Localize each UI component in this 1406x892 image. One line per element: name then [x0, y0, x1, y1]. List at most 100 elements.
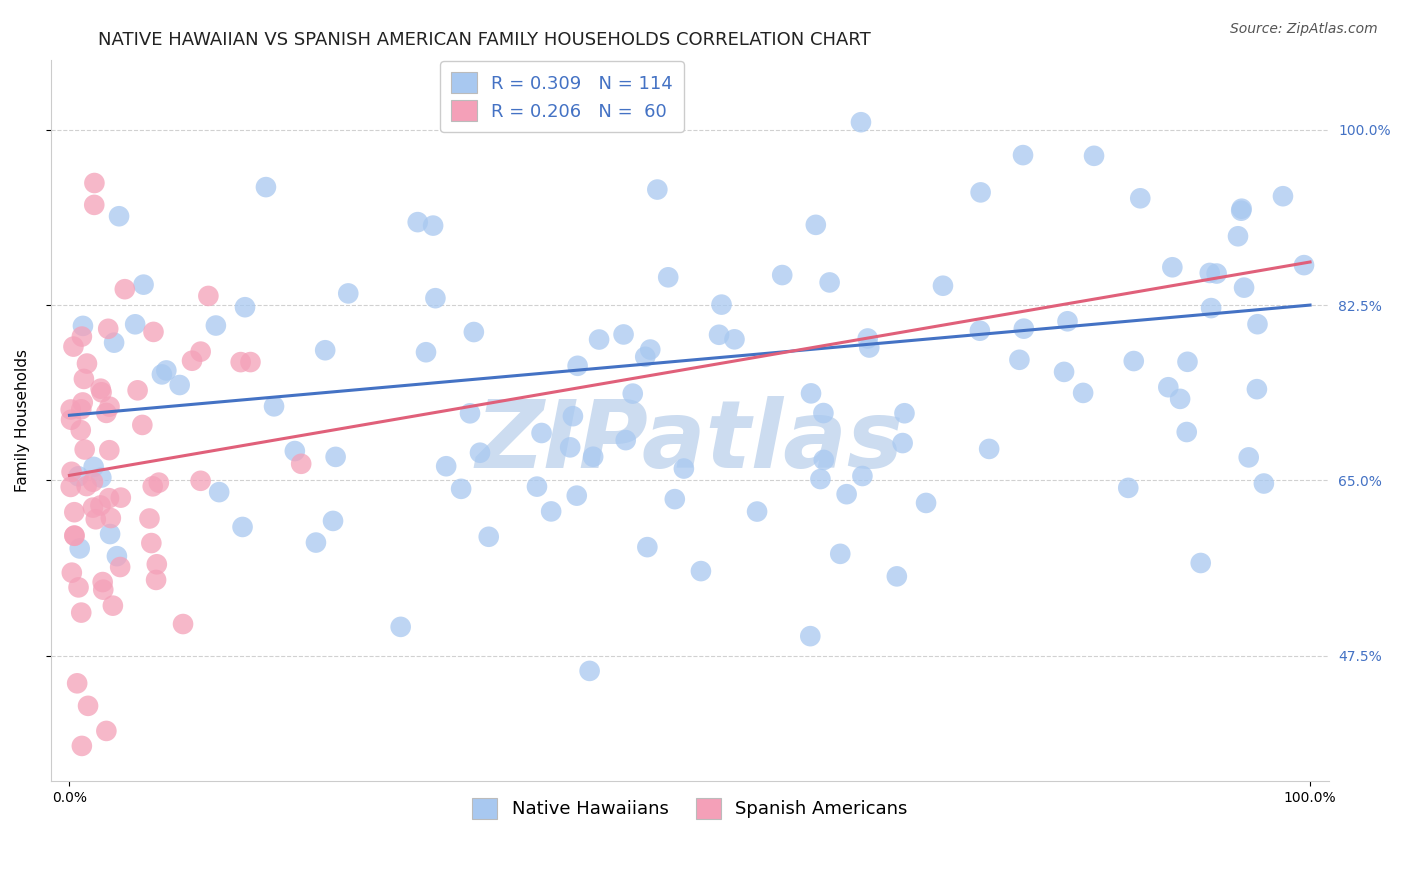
Point	[582, 450, 605, 464]
Point	[690, 564, 713, 578]
Point	[447, 103, 470, 117]
Point	[73, 372, 96, 386]
Point	[657, 270, 679, 285]
Point	[450, 482, 472, 496]
Point	[1008, 352, 1031, 367]
Point	[70, 606, 93, 620]
Point	[59, 402, 82, 417]
Point	[63, 529, 86, 543]
Point	[612, 327, 634, 342]
Point	[83, 176, 105, 190]
Point	[1083, 149, 1105, 163]
Point	[1056, 314, 1078, 328]
Point	[858, 341, 880, 355]
Point	[124, 318, 146, 332]
Point	[76, 479, 98, 493]
Point	[1168, 392, 1191, 406]
Point	[468, 446, 491, 460]
Point	[132, 277, 155, 292]
Point	[98, 443, 121, 458]
Point	[254, 180, 277, 194]
Point	[1205, 267, 1227, 281]
Point	[526, 480, 548, 494]
Point	[636, 540, 658, 554]
Point	[856, 331, 879, 345]
Point	[114, 282, 136, 296]
Point	[101, 599, 124, 613]
Point	[634, 350, 657, 364]
Point	[1071, 385, 1094, 400]
Point	[540, 504, 562, 518]
Point	[62, 340, 84, 354]
Point	[1189, 556, 1212, 570]
Point	[560, 441, 582, 455]
Legend: Native Hawaiians, Spanish Americans: Native Hawaiians, Spanish Americans	[464, 791, 915, 826]
Point	[415, 345, 437, 359]
Point	[91, 582, 114, 597]
Point	[142, 479, 165, 493]
Point	[1246, 382, 1268, 396]
Text: NATIVE HAWAIIAN VS SPANISH AMERICAN FAMILY HOUSEHOLDS CORRELATION CHART: NATIVE HAWAIIAN VS SPANISH AMERICAN FAMI…	[98, 31, 872, 49]
Point	[66, 676, 89, 690]
Point	[197, 289, 219, 303]
Point	[1177, 355, 1199, 369]
Point	[205, 318, 228, 333]
Point	[638, 343, 661, 357]
Point	[60, 566, 83, 580]
Point	[90, 382, 112, 396]
Point	[1233, 280, 1256, 294]
Point	[108, 560, 131, 574]
Point	[707, 327, 730, 342]
Point	[314, 343, 336, 358]
Point	[142, 325, 165, 339]
Point	[100, 511, 122, 525]
Point	[181, 353, 204, 368]
Point	[239, 355, 262, 369]
Point	[76, 357, 98, 371]
Point	[98, 400, 121, 414]
Point	[835, 487, 858, 501]
Point	[1230, 202, 1253, 216]
Point	[59, 480, 82, 494]
Point	[60, 465, 83, 479]
Point	[325, 450, 347, 464]
Point	[614, 433, 637, 447]
Point	[127, 384, 149, 398]
Point	[110, 491, 132, 505]
Point	[83, 198, 105, 212]
Point	[770, 268, 793, 282]
Point	[1271, 189, 1294, 203]
Point	[672, 461, 695, 475]
Point	[434, 459, 457, 474]
Point	[969, 324, 991, 338]
Point	[530, 425, 553, 440]
Point	[82, 475, 104, 489]
Point	[98, 491, 121, 505]
Point	[891, 436, 914, 450]
Point	[969, 186, 991, 200]
Point	[103, 335, 125, 350]
Point	[804, 218, 827, 232]
Point	[67, 469, 90, 483]
Point	[813, 406, 835, 420]
Point	[63, 505, 86, 519]
Text: Source: ZipAtlas.com: Source: ZipAtlas.com	[1230, 22, 1378, 37]
Point	[72, 395, 94, 409]
Point	[723, 332, 745, 346]
Point	[463, 325, 485, 339]
Point	[799, 629, 821, 643]
Point	[1053, 365, 1076, 379]
Point	[932, 278, 955, 293]
Point	[145, 573, 167, 587]
Point	[406, 215, 429, 229]
Point	[664, 492, 686, 507]
Point	[830, 547, 852, 561]
Point	[1157, 380, 1180, 394]
Point	[108, 209, 131, 223]
Point	[422, 219, 444, 233]
Point	[77, 698, 100, 713]
Point	[1292, 258, 1315, 272]
Point	[190, 474, 212, 488]
Point	[96, 406, 118, 420]
Point	[105, 549, 128, 564]
